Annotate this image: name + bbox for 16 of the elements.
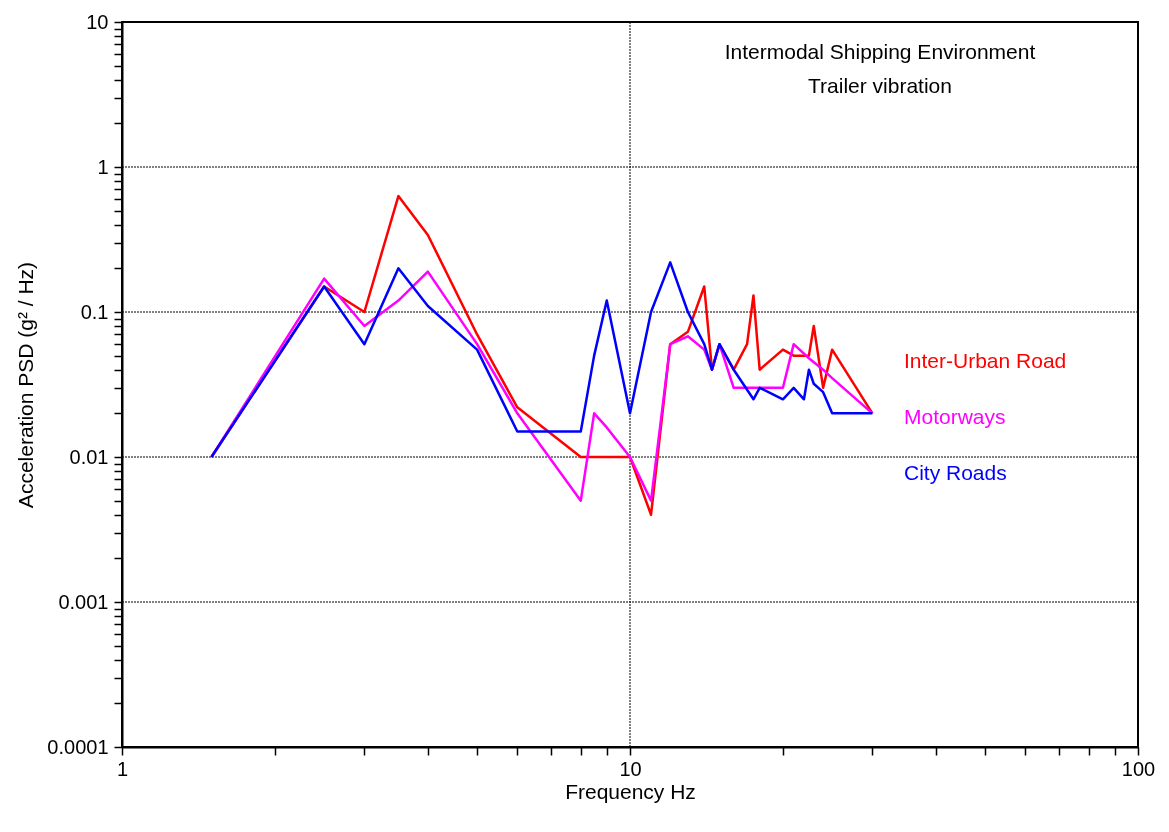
text: Intermodal Shipping Environment [724,40,1036,63]
text: Inter-Urban Road [904,349,1067,372]
series-label: Motorways [904,405,1006,428]
y-tick-label: 0.001 [58,590,109,613]
x-tick-label: 10 [619,757,642,780]
y-tick-label: 1 [97,155,109,178]
y-axis-title: Acceleration PSD (g² / Hz) [14,261,38,509]
text: Trailer vibration [808,74,952,97]
y-tick-label: 0.01 [69,445,109,468]
x-tick-label: 100 [1121,757,1156,780]
x-axis-title: Frequency Hz [565,779,696,803]
x-tick-label: 1 [116,757,129,780]
text: City Roads [904,461,1007,484]
y-tick-label: 10 [86,10,109,33]
y-tick-label: 0.1 [80,300,109,323]
y-tick-label: 0.0001 [47,735,109,758]
